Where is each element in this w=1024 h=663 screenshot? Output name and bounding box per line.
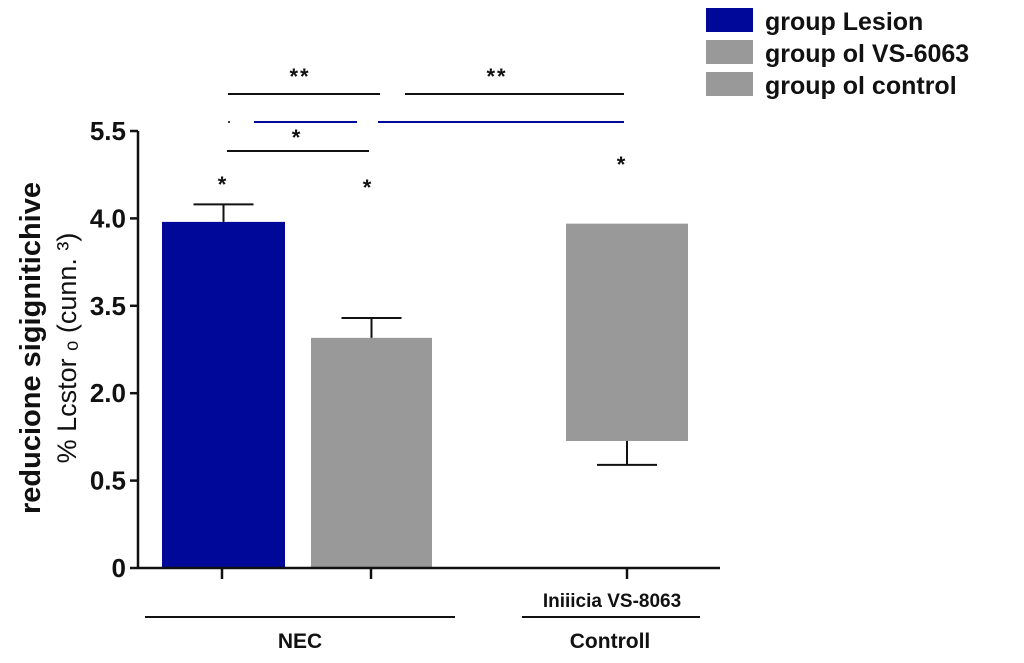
bars: * * *	[162, 152, 688, 568]
y-tick-label: 3.5	[90, 291, 126, 321]
y-tick-label: 5.5	[90, 116, 126, 146]
group-sublabel-control: Iniiicia VS-8063	[543, 591, 681, 612]
y-axis: 0 0.5 2.0 3.5 4.0 5.5	[90, 116, 140, 583]
significance-label: **	[486, 64, 507, 89]
y-tick-label: 2.0	[90, 378, 126, 408]
dot	[228, 121, 230, 123]
significance-star: *	[218, 172, 227, 197]
legend-label: group ol VS-6063	[765, 40, 969, 68]
x-axis	[138, 566, 720, 618]
significance-label: **	[289, 64, 310, 89]
y-axis-label-line2: % Lcstor ₒ (cunn. ³)	[52, 233, 82, 464]
legend-label: group ol control	[765, 72, 957, 100]
y-tick-label: 4.0	[90, 203, 126, 233]
group-label-nec: NEC	[278, 630, 322, 653]
significance-annotations: ** ***	[227, 64, 624, 152]
y-tick-label: 0	[112, 553, 126, 583]
y-axis-label-line1: reducione sigignitichive	[15, 182, 47, 514]
legend-label: group Lesion	[765, 8, 923, 36]
group-label-control: Controll	[570, 630, 650, 653]
bar	[311, 337, 432, 568]
y-tick-label: 0.5	[90, 466, 126, 496]
legend: group Lesion group ol VS-6063 group ol con…	[706, 8, 969, 100]
legend-swatch	[706, 8, 753, 32]
bar	[566, 223, 688, 441]
legend-swatch	[706, 40, 753, 64]
significance-star: *	[617, 152, 626, 177]
legend-swatch	[706, 72, 753, 96]
significance-star: *	[363, 175, 372, 200]
bar	[162, 221, 285, 568]
significance-label: *	[292, 125, 303, 150]
